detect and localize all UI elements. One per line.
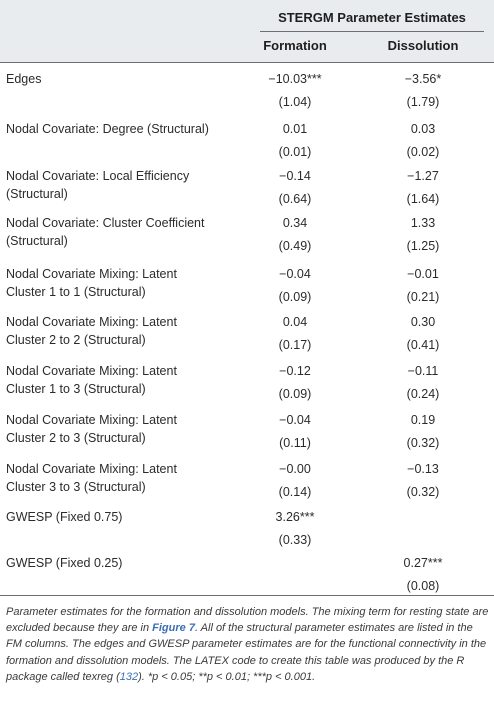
formation-estimate: −0.14 — [279, 169, 311, 183]
header-rule — [0, 62, 494, 63]
formation-se: (0.09) — [278, 290, 312, 304]
dissolution-se: (0.21) — [406, 290, 440, 304]
dissolution-se: (1.79) — [406, 95, 440, 109]
row-label: Nodal Covariate: Cluster Coefficient (St… — [6, 216, 205, 248]
formation-estimate: −0.04 — [279, 267, 311, 281]
formation-estimate: 3.26*** — [275, 510, 315, 524]
dissolution-estimate: 0.27*** — [403, 556, 443, 570]
formation-se: (0.11) — [279, 436, 311, 450]
row-label: GWESP (Fixed 0.75) — [6, 510, 123, 524]
formation-se: (1.04) — [278, 95, 312, 109]
formation-estimate: −0.04 — [279, 413, 311, 427]
dissolution-estimate: −0.13 — [407, 462, 439, 476]
row-label: Nodal Covariate Mixing: Latent Cluster 2… — [6, 315, 177, 347]
dissolution-se: (0.08) — [406, 579, 440, 593]
formation-estimate: 0.04 — [282, 315, 308, 329]
dissolution-se: (0.24) — [406, 387, 440, 401]
table-row: GWESP (Fixed 0.25) 0.27*** (0.08) — [0, 554, 494, 600]
group-title: STERGM Parameter Estimates — [278, 10, 466, 25]
row-label: Nodal Covariate: Local Efficiency (Struc… — [6, 169, 190, 201]
formation-estimate: 0.01 — [282, 122, 308, 136]
citation-link[interactable]: 132 — [119, 670, 139, 683]
dissolution-estimate: 0.19 — [410, 413, 436, 427]
table-row: Nodal Covariate: Cluster Coefficient (St… — [0, 214, 494, 260]
table-row: Nodal Covariate: Local Efficiency (Struc… — [0, 167, 494, 213]
row-label: Edges — [6, 72, 42, 86]
table-row: Edges −10.03*** (1.04) −3.56* (1.79) — [0, 70, 494, 116]
figure-link[interactable]: Figure 7 — [152, 622, 195, 635]
formation-estimate: −0.12 — [279, 364, 311, 378]
caption-text-2: . All of the structural parameter estima… — [6, 622, 487, 683]
table-row: Nodal Covariate Mixing: Latent Cluster 2… — [0, 411, 494, 457]
dissolution-estimate: 0.30 — [410, 315, 436, 329]
table-body: Edges −10.03*** (1.04) −3.56* (1.79) Nod… — [0, 70, 494, 593]
dissolution-se: (0.32) — [406, 485, 440, 499]
dissolution-se: (1.64) — [406, 192, 440, 206]
formation-se: (0.49) — [278, 239, 312, 253]
dissolution-estimate: −0.01 — [407, 267, 439, 281]
table-row: Nodal Covariate Mixing: Latent Cluster 3… — [0, 460, 494, 506]
group-rule — [260, 31, 484, 32]
table-caption: Parameter estimates for the formation an… — [6, 604, 490, 685]
dissolution-estimate: −3.56* — [404, 72, 442, 86]
dissolution-se: (0.02) — [406, 145, 440, 159]
formation-header: Formation — [263, 38, 327, 53]
dissolution-se: (1.25) — [406, 239, 440, 253]
dissolution-se: (0.32) — [406, 436, 440, 450]
table-row: Nodal Covariate Mixing: Latent Cluster 1… — [0, 362, 494, 408]
dissolution-header: Dissolution — [387, 38, 459, 53]
row-label: Nodal Covariate Mixing: Latent Cluster 1… — [6, 364, 177, 396]
dissolution-se: (0.41) — [406, 338, 440, 352]
formation-se: (0.01) — [278, 145, 312, 159]
dissolution-estimate: 0.03 — [410, 122, 436, 136]
dissolution-estimate: −1.27 — [407, 169, 439, 183]
table-header: STERGM Parameter Estimates Formation Dis… — [0, 0, 494, 62]
bottom-rule — [0, 595, 494, 596]
formation-estimate: −10.03*** — [268, 72, 322, 86]
caption-text-3: ). *p < 0.05; **p < 0.01; ***p < 0.001. — [138, 670, 316, 683]
row-label: Nodal Covariate: Degree (Structural) — [6, 122, 209, 136]
dissolution-estimate: 1.33 — [410, 216, 436, 230]
row-label: Nodal Covariate Mixing: Latent Cluster 1… — [6, 267, 177, 299]
formation-se: (0.14) — [278, 485, 312, 499]
formation-se: (0.33) — [278, 533, 312, 547]
row-label: GWESP (Fixed 0.25) — [6, 556, 123, 570]
table-row: Nodal Covariate Mixing: Latent Cluster 1… — [0, 265, 494, 311]
row-label: Nodal Covariate Mixing: Latent Cluster 2… — [6, 413, 177, 445]
formation-se: (0.09) — [278, 387, 312, 401]
table-row: Nodal Covariate Mixing: Latent Cluster 2… — [0, 313, 494, 359]
dissolution-estimate: −0.11 — [407, 364, 439, 378]
table-row: Nodal Covariate: Degree (Structural) 0.0… — [0, 120, 494, 166]
row-label: Nodal Covariate Mixing: Latent Cluster 3… — [6, 462, 177, 494]
formation-se: (0.17) — [278, 338, 312, 352]
formation-estimate: −0.00 — [279, 462, 311, 476]
table-row: GWESP (Fixed 0.75) 3.26*** (0.33) — [0, 508, 494, 554]
caption-text-1: Parameter estimates for the formation an… — [6, 606, 489, 635]
formation-se: (0.64) — [278, 192, 312, 206]
formation-estimate: 0.34 — [282, 216, 308, 230]
